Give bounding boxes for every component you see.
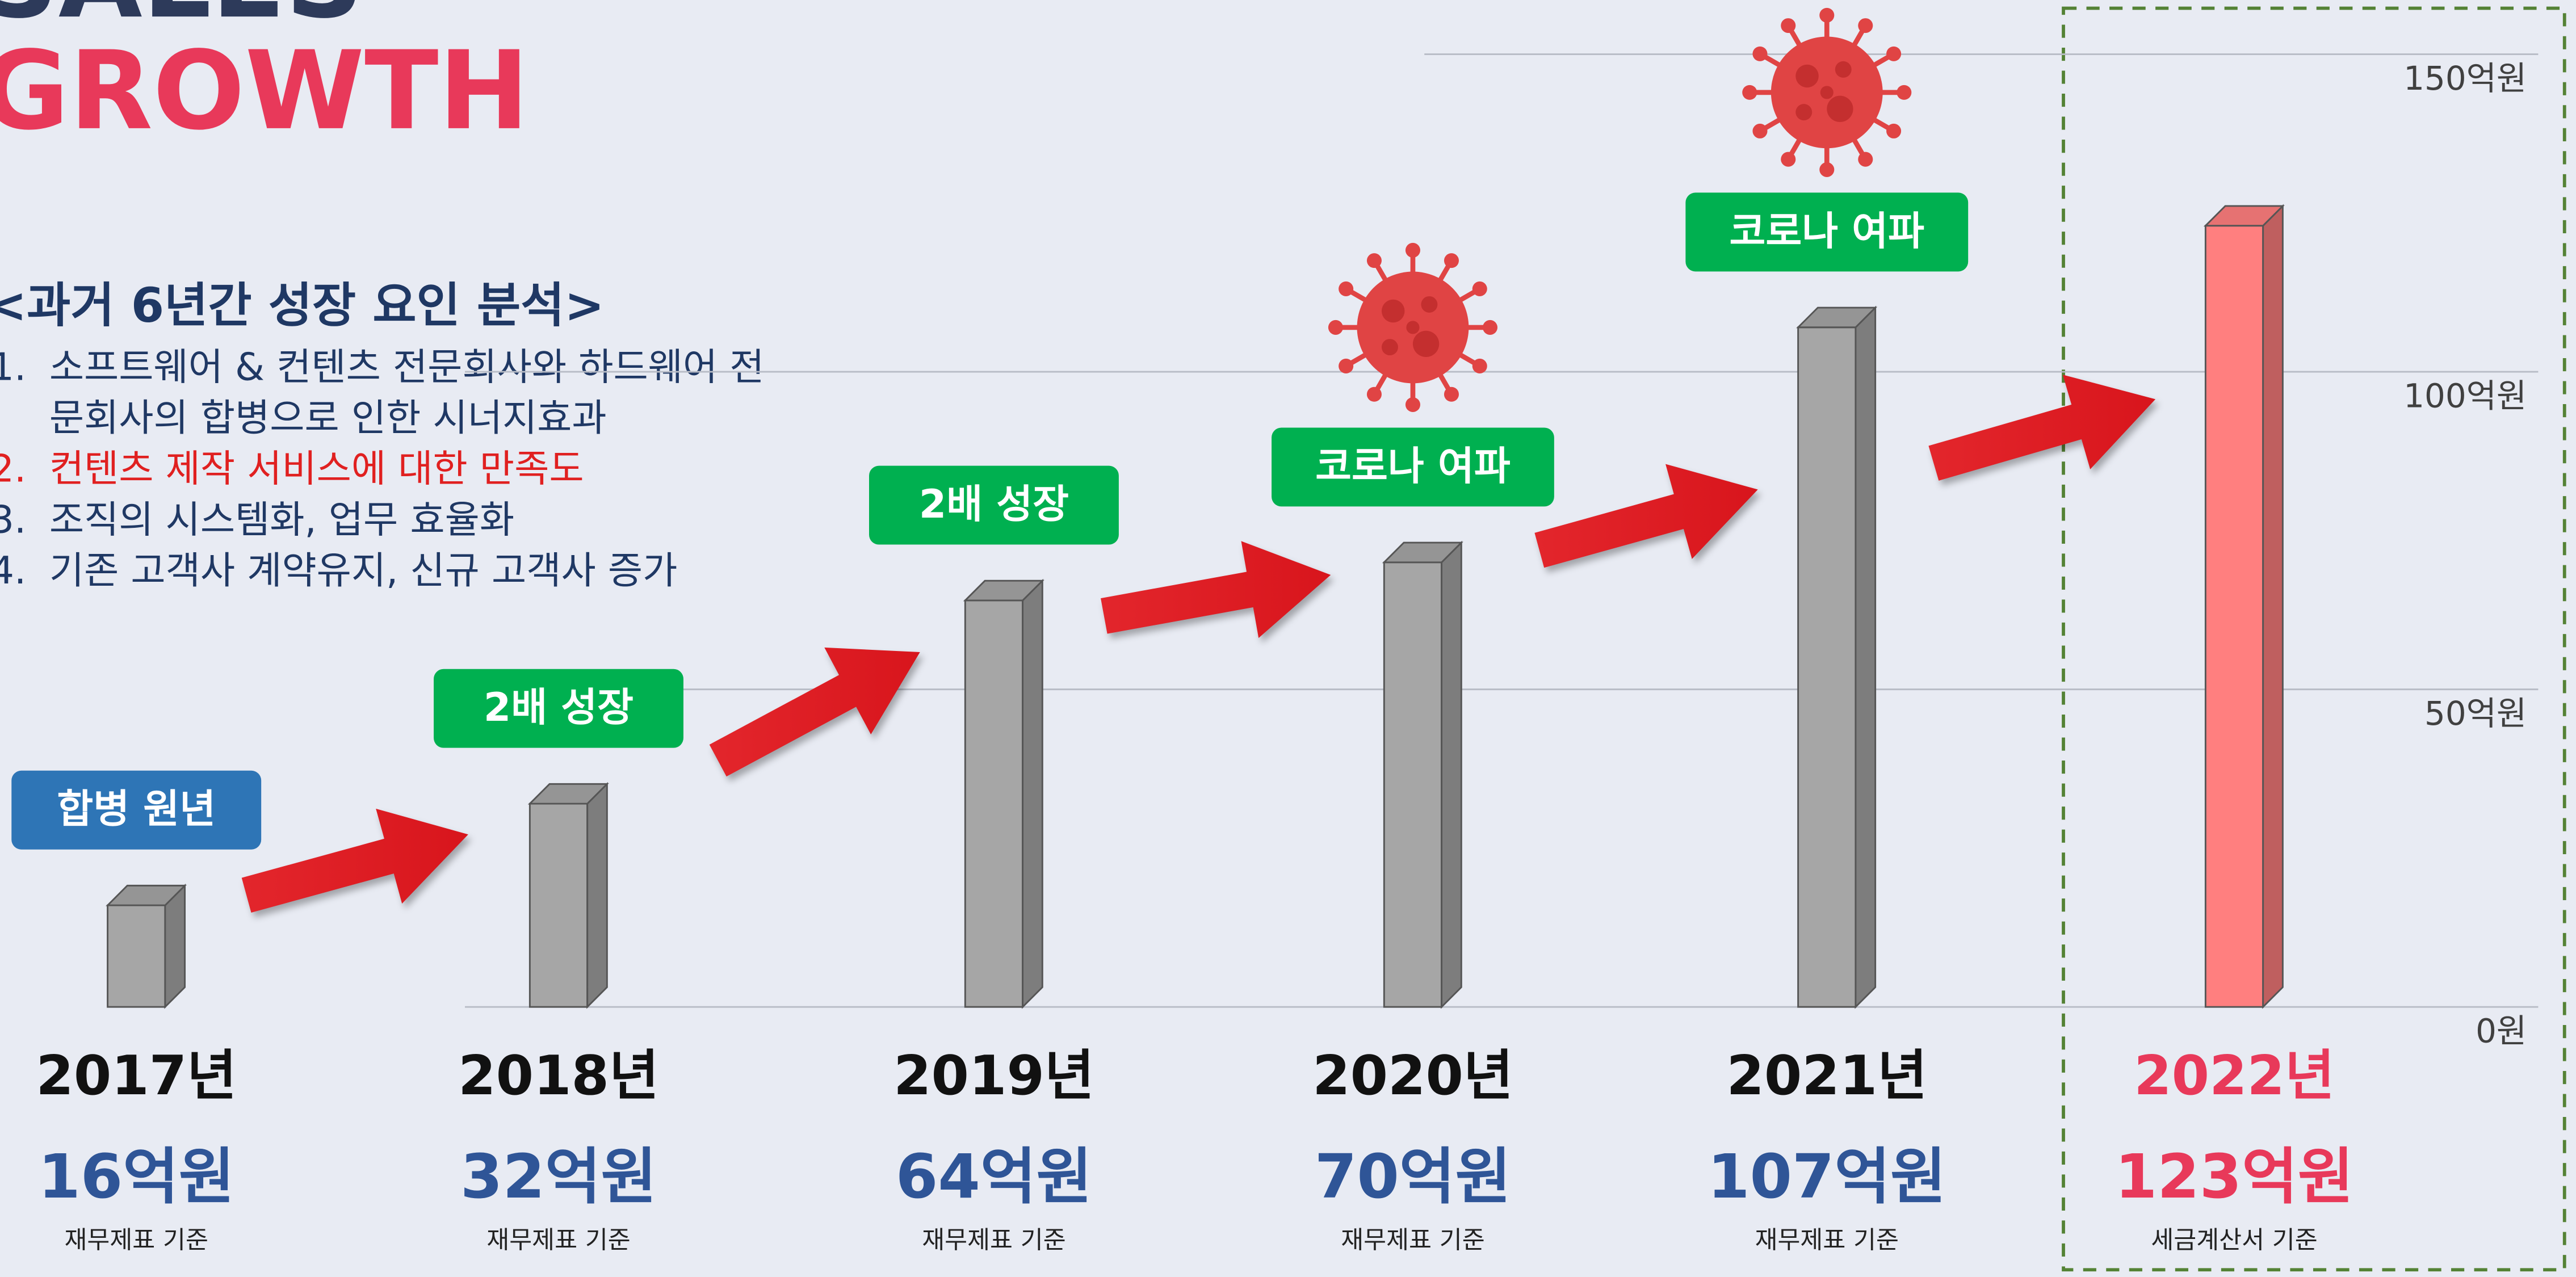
bar-side xyxy=(1442,543,1462,1007)
bar xyxy=(108,905,165,1007)
virus-spike-tip xyxy=(1742,85,1757,100)
virus-spike-tip xyxy=(1406,243,1420,258)
virus-spike-tip xyxy=(1483,320,1497,335)
virus-spike-tip xyxy=(1819,8,1834,23)
chart: SALESGROWTH<과거 6년간 성장 요인 분석>1.소프트웨어 & 컨텐… xyxy=(0,0,2576,1277)
note: 재무제표 기준 xyxy=(1755,1226,1899,1255)
virus-spike-tip xyxy=(1444,387,1459,402)
value-label: 16억원 xyxy=(38,1142,234,1212)
bar xyxy=(1798,327,1856,1007)
badge-label: 코로나 여파 xyxy=(1729,209,1924,254)
note: 재무제표 기준 xyxy=(486,1226,630,1255)
virus-spike-tip xyxy=(1472,282,1487,296)
virus-spike-tip xyxy=(1367,253,1382,268)
virus-spot xyxy=(1820,86,1834,99)
virus-spike-tip xyxy=(1752,124,1767,138)
virus-spike-tip xyxy=(1781,152,1795,167)
virus-spot xyxy=(1421,296,1437,313)
bar-side xyxy=(165,885,185,1007)
bar-side xyxy=(1856,308,1876,1007)
value-label: 123억원 xyxy=(2115,1142,2354,1212)
bar-side xyxy=(588,784,607,1007)
bar xyxy=(2205,226,2263,1007)
virus-spot xyxy=(1795,65,1819,88)
virus-spike-tip xyxy=(1444,253,1459,268)
x-tick-label: 2019년 xyxy=(893,1044,1094,1107)
virus-spike-tip xyxy=(1886,124,1901,138)
list-number: 3. xyxy=(0,497,26,541)
list-text: 컨텐츠 제작 서비스에 대한 만족도 xyxy=(49,447,584,491)
virus-spike-tip xyxy=(1367,387,1382,402)
virus-spot xyxy=(1382,339,1398,355)
virus-spike-tip xyxy=(1752,47,1767,61)
badge-label: 합병 원년 xyxy=(57,787,216,832)
badge-label: 코로나 여파 xyxy=(1315,444,1511,489)
value-label: 70억원 xyxy=(1315,1142,1511,1212)
x-tick-label: 2017년 xyxy=(36,1044,237,1107)
virus-spot xyxy=(1835,61,1852,78)
list-text: 소프트웨어 & 컨텐츠 전문회사와 하드웨어 전 xyxy=(49,345,765,389)
x-tick-label: 2020년 xyxy=(1312,1044,1513,1107)
analysis-heading: <과거 6년간 성장 요인 분석> xyxy=(0,278,605,333)
list-number: 2. xyxy=(0,447,26,491)
bar xyxy=(530,804,587,1007)
virus-spot xyxy=(1795,104,1812,120)
virus-spike-tip xyxy=(1328,320,1343,335)
virus-spot xyxy=(1827,96,1853,122)
value-label: 107억원 xyxy=(1707,1142,1946,1212)
note: 세금계산서 기준 xyxy=(2151,1226,2317,1255)
bar-side xyxy=(2263,206,2283,1007)
list-number: 4. xyxy=(0,548,26,593)
y-tick-label: 100억원 xyxy=(2403,377,2527,415)
bar xyxy=(1384,562,1441,1007)
y-tick-label: 150억원 xyxy=(2403,59,2527,98)
value-label: 64억원 xyxy=(896,1142,1092,1212)
x-tick-label: 2022년 xyxy=(2134,1044,2335,1107)
badge-label: 2배 성장 xyxy=(919,482,1069,527)
badge-label: 2배 성장 xyxy=(484,685,633,730)
note: 재무제표 기준 xyxy=(65,1226,208,1255)
virus-spike-tip xyxy=(1858,18,1873,33)
virus-spike-tip xyxy=(1897,85,1911,100)
list-text: 문회사의 합병으로 인한 시너지효과 xyxy=(49,396,607,440)
x-tick-label: 2021년 xyxy=(1726,1044,1927,1107)
x-tick-label: 2018년 xyxy=(458,1044,659,1107)
virus-spike-tip xyxy=(1886,47,1901,61)
note: 재무제표 기준 xyxy=(922,1226,1065,1255)
virus-spot xyxy=(1382,300,1405,323)
bar xyxy=(965,600,1022,1007)
page: SALESGROWTH<과거 6년간 성장 요인 분석>1.소프트웨어 & 컨텐… xyxy=(0,0,2576,1277)
list-number: 1. xyxy=(0,345,26,389)
virus-spot xyxy=(1406,321,1419,334)
virus-spike-tip xyxy=(1472,359,1487,373)
bar-side xyxy=(1023,581,1043,1007)
list-text: 기존 고객사 계약유지, 신규 고객사 증가 xyxy=(49,548,678,593)
y-tick-label: 50억원 xyxy=(2424,694,2527,733)
virus-spike-tip xyxy=(1339,359,1353,373)
title-line: GROWTH xyxy=(0,28,529,154)
virus-spike-tip xyxy=(1781,18,1795,33)
virus-spot xyxy=(1413,331,1439,357)
list-text: 조직의 시스템화, 업무 효율화 xyxy=(49,497,514,541)
value-label: 32억원 xyxy=(460,1142,657,1212)
virus-spike-tip xyxy=(1339,282,1353,296)
virus-spike-tip xyxy=(1406,397,1420,412)
virus-spike-tip xyxy=(1858,152,1873,167)
note: 재무제표 기준 xyxy=(1341,1226,1484,1255)
y-tick-label: 0원 xyxy=(2476,1012,2527,1051)
virus-spike-tip xyxy=(1819,162,1834,177)
